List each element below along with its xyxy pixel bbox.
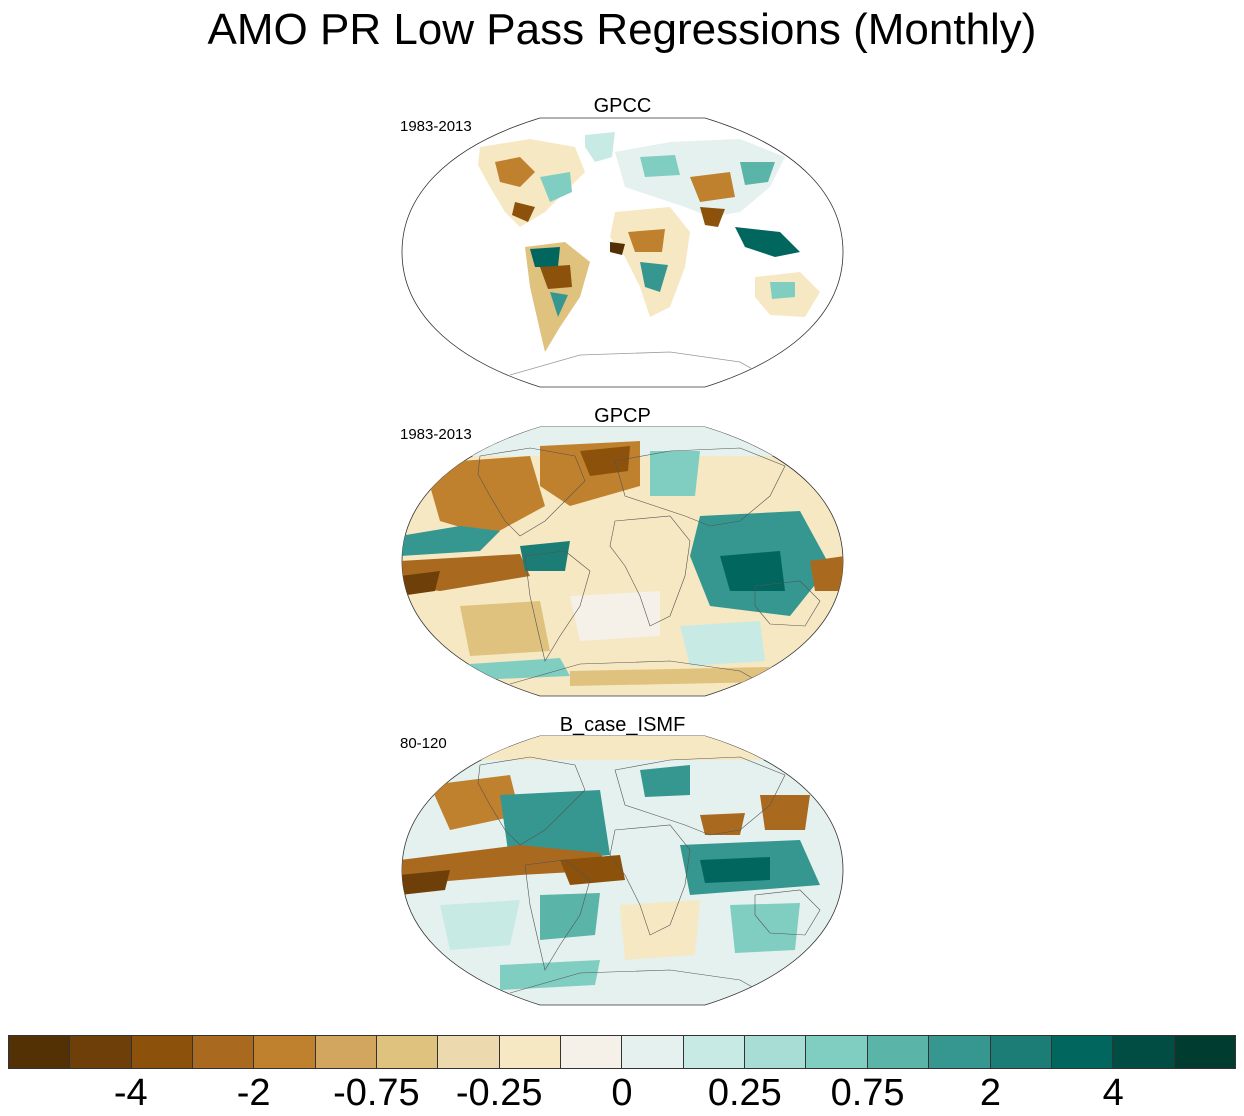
colorbar-tick-label: 0 [611,1072,633,1114]
colorbar-tick-label: -2 [236,1072,271,1114]
panel-period: 1983-2013 [400,118,472,135]
colorbar-swatch [254,1036,316,1068]
colorbar-swatch [131,1036,194,1068]
colorbar-swatch [561,1036,623,1068]
figure-title: AMO PR Low Pass Regressions (Monthly) [207,5,1037,54]
world-map [401,735,844,1006]
colorbar-swatch [806,1036,868,1068]
colorbar-tick-label: -0.75 [333,1072,420,1114]
panel-title: B_case_ISMF [559,714,686,736]
colorbar-swatch [990,1036,1052,1068]
world-map [401,426,844,697]
panel-b-case-ismf: B_case_ISMF 80-120 [400,714,845,1009]
world-map [401,117,844,388]
colorbar-swatch [70,1036,132,1068]
colorbar-swatch [622,1036,684,1068]
colorbar-tick-label: 0.25 [707,1072,782,1114]
colorbar-tick-label: -4 [113,1072,148,1114]
panel-title: GPCP [594,405,651,427]
colorbar-swatch [499,1036,562,1068]
colorbar-swatch [867,1036,930,1068]
colorbar-swatch [929,1036,991,1068]
panel-gpcp: GPCP 1983-2013 [400,405,845,700]
colorbar-tick-label: -0.25 [455,1072,543,1114]
colorbar-tick-label: 0.75 [830,1072,905,1114]
panel-gpcc: GPCC 1983-2013 [400,95,845,395]
colorbar-tick-label: 2 [979,1072,1001,1114]
colorbar [8,1035,1236,1069]
colorbar-swatch [745,1036,807,1068]
colorbar-swatch [1113,1036,1175,1068]
colorbar-swatch [683,1036,746,1068]
panel-period: 1983-2013 [400,426,472,443]
colorbar-swatch [1051,1036,1114,1068]
colorbar-swatch [377,1036,439,1068]
colorbar-swatch [315,1036,378,1068]
colorbar-swatch [438,1036,500,1068]
panel-title: GPCC [593,95,652,117]
colorbar-swatch [1174,1036,1235,1068]
colorbar-swatch [9,1036,71,1068]
colorbar-swatch [193,1036,255,1068]
colorbar-tick-label: 4 [1102,1072,1124,1114]
panel-period: 80-120 [400,735,447,752]
